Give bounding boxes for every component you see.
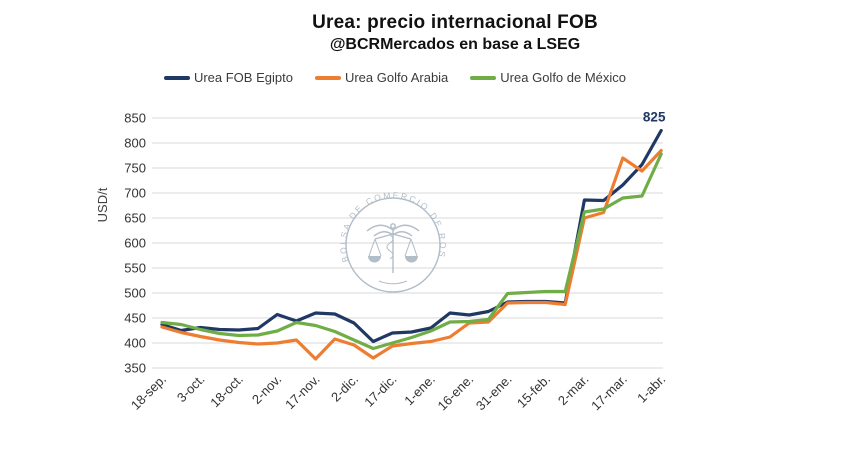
x-tick-label: 18-sep. — [128, 372, 169, 413]
legend-swatch-golfo-arabia — [314, 75, 341, 80]
watermark-outer-circle — [345, 197, 441, 293]
y-tick-label: 350 — [124, 361, 146, 376]
x-tick-label: 3-oct. — [174, 372, 208, 406]
x-tick-label: 2-nov. — [249, 372, 284, 407]
legend-label-egipto: Urea FOB Egipto — [193, 70, 293, 85]
x-tick-label: 1-ene. — [401, 372, 438, 409]
legend-swatch-golfo-mexico — [470, 75, 497, 80]
y-tick-label: 400 — [124, 336, 146, 351]
x-axis-tick-labels: 18-sep. 3-oct. 18-oct. 2-nov.17-nov. 2-dic. 1… — [128, 372, 668, 414]
x-tick-label: 31-ene. — [473, 372, 515, 414]
legend-swatch-egipto — [163, 75, 190, 80]
y-tick-label: 450 — [124, 311, 146, 326]
y-axis-tick-labels: 350 400 450 500 550 600 650 700 750 800 850 — [124, 111, 146, 376]
x-tick-label: 2-dic. — [328, 372, 361, 405]
y-tick-label: 800 — [124, 136, 146, 151]
caduceus-scales-icon — [366, 223, 420, 285]
x-tick-label: 1-abr. — [634, 372, 668, 406]
y-tick-label: 700 — [124, 186, 146, 201]
y-tick-label: 550 — [124, 261, 146, 276]
legend-item-golfo-arabia: Urea Golfo Arabia — [314, 70, 449, 85]
y-tick-label: 850 — [124, 111, 146, 126]
last-value-annotation: 825 — [643, 110, 666, 125]
x-tick-label: 16-ene. — [435, 372, 477, 414]
y-tick-label: 500 — [124, 286, 146, 301]
x-tick-label: 2-mar. — [555, 372, 592, 409]
legend-label-golfo-mexico: Urea Golfo de México — [500, 70, 627, 85]
series-line-urea-golfo-arabia — [160, 148, 663, 361]
x-tick-label: 17-dic. — [361, 372, 399, 410]
chart-title: Urea: precio internacional FOB — [312, 12, 598, 33]
legend-item-golfo-mexico: Urea Golfo de México — [470, 70, 626, 85]
chart-legend: Urea FOB Egipto Urea Golfo Arabia Urea G… — [0, 70, 790, 85]
y-tick-label: 600 — [124, 236, 146, 251]
y-axis-title: USD/t — [95, 187, 110, 222]
series-line-urea-golfo-de-m-xico — [160, 152, 663, 351]
x-tick-label: 15-feb. — [514, 372, 553, 411]
chart-subtitle: @BCRMercados en base a LSEG — [329, 36, 581, 53]
y-tick-label: 650 — [124, 211, 146, 226]
x-tick-label: 17-nov. — [282, 372, 323, 413]
x-tick-label: 17-mar. — [588, 372, 630, 414]
legend-label-golfo-arabia: Urea Golfo Arabia — [344, 70, 449, 85]
y-tick-label: 750 — [124, 161, 146, 176]
series-lines — [160, 128, 663, 361]
legend-item-egipto: Urea FOB Egipto — [163, 70, 293, 85]
x-tick-label: 18-oct. — [207, 372, 246, 411]
